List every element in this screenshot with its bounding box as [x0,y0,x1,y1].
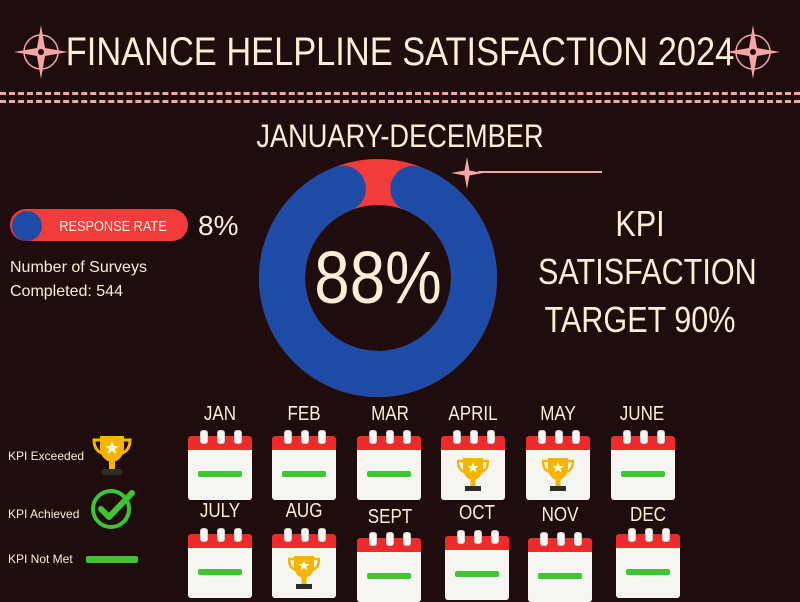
not-met-bar [198,471,242,477]
not-met-bar [282,471,326,477]
calendar-icon [616,528,680,598]
calendar-icon [526,430,590,500]
calendar-icon [357,532,421,602]
calendar-icon [188,528,252,598]
not-met-bar [198,569,242,575]
calendar-icon [272,528,336,598]
not-met-bar [621,471,665,477]
not-met-bar [367,573,411,579]
check-circle-icon [91,489,135,529]
divider [0,92,800,95]
month-label: OCT [459,502,495,524]
legend-achieved-label: KPI Achieved [8,507,80,521]
month-label: MAR [371,403,409,425]
divider [0,100,800,103]
response-rate-label: RESPONSE RATE [59,218,167,235]
kpi-target: KPI SATISFACTION TARGET 90% [538,200,757,344]
trophy-icon [92,436,132,475]
not-met-bar-icon [86,556,138,563]
sparkle-icon [726,25,780,79]
calendar-icon [445,530,509,600]
sparkle-pointer-icon [451,157,483,189]
month-label: JAN [203,403,237,425]
month-label: MAY [540,403,576,425]
calendar-icon [272,430,336,500]
surveys-line-1: Number of Surveys [10,259,147,276]
calendar-icon [357,430,421,500]
month-label: NOV [541,504,579,526]
legend-not-met-label: KPI Not Met [8,552,73,566]
kpi-line-1: KPI [615,203,665,244]
not-met-bar [455,571,499,577]
not-met-bar [538,573,582,579]
month-label: DEC [630,504,666,526]
calendar-icon [611,430,675,500]
month-label: JULY [199,500,241,522]
surveys-completed: Number of Surveys Completed: 544 [10,256,190,304]
legend-exceeded-label: KPI Exceeded [8,449,85,463]
month-label: FEB [287,403,321,425]
month-label: SEPT [367,506,413,528]
satisfaction-gauge [259,159,497,397]
month-label: APRIL [448,403,498,425]
gauge-fill [259,159,497,397]
not-met-bar [367,471,411,477]
trophy-icon [288,556,320,589]
month-label: JUNE [619,403,665,425]
month-label: AUG [285,500,323,522]
kpi-line-3: TARGET 90% [544,299,736,340]
trophy-icon [457,458,489,491]
calendar-icon [441,430,505,500]
pointer-line [478,171,602,173]
kpi-line-2: SATISFACTION [538,251,757,292]
not-met-bar [626,569,670,575]
surveys-line-2: Completed: 544 [10,283,123,300]
period-label: JANUARY-DECEMBER [256,118,544,154]
trophy-icon [542,458,574,491]
sparkle-icon [14,25,68,79]
page-title: FINANCE HELPLINE SATISFACTION 2024 [65,30,735,74]
calendar-icon [528,532,592,602]
satisfaction-value: 88% [314,236,442,319]
response-rate-indicator [12,211,42,241]
calendar-icon [188,430,252,500]
response-rate-value: 8% [198,210,239,241]
